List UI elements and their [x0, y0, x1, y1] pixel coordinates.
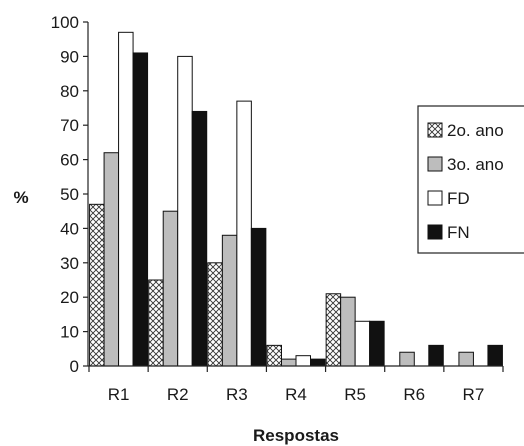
bar	[325, 293, 342, 367]
y-tick-label: 70	[60, 116, 79, 135]
legend-swatch	[427, 122, 443, 138]
y-tick-label: 60	[60, 151, 79, 170]
plot-area: 0 10 20 30 40 50 60 70 80 90 100 R1 R2 R3 R4 R5 R6 R7	[51, 13, 504, 404]
bar	[250, 227, 267, 367]
bar	[266, 344, 282, 367]
legend-swatch	[427, 156, 443, 172]
x-tick-label: R4	[285, 385, 307, 404]
x-tick-label: R1	[108, 385, 130, 404]
x-tick-label: R2	[167, 385, 189, 404]
legend-swatch	[427, 190, 443, 206]
bar	[399, 351, 415, 367]
y-tick-label: 30	[60, 254, 79, 273]
legend-label: FN	[447, 223, 470, 242]
x-tick-label: R5	[344, 385, 366, 404]
bar	[132, 52, 149, 367]
bar	[295, 355, 311, 367]
legend-label: 2o. ano	[447, 121, 504, 140]
bar	[310, 358, 326, 367]
x-tick-label: R6	[403, 385, 425, 404]
x-tick-label: R7	[463, 385, 485, 404]
bar	[428, 344, 444, 367]
bar	[487, 344, 503, 367]
y-tick-label: 90	[60, 47, 79, 66]
y-tick-label: 10	[60, 323, 79, 342]
bar	[458, 351, 474, 367]
legend-label: 3o. ano	[447, 155, 504, 174]
bar	[207, 262, 223, 367]
bar	[89, 203, 105, 367]
y-tick-label: 0	[70, 357, 79, 376]
legend-swatch	[427, 224, 443, 240]
bar	[118, 31, 134, 367]
bar	[340, 296, 356, 367]
legend: 2o. ano 3o. ano FD FN	[417, 105, 524, 254]
bar	[369, 320, 385, 367]
x-axis-title: Respostas	[253, 426, 339, 445]
bar	[191, 110, 208, 367]
y-tick-label: 100	[51, 13, 79, 32]
bar	[148, 279, 164, 367]
y-tick-label: 80	[60, 82, 79, 101]
bar	[236, 100, 252, 367]
bar	[354, 320, 371, 367]
bar	[221, 234, 238, 367]
bar	[103, 152, 120, 367]
bar	[281, 358, 297, 367]
y-axis-title: %	[13, 188, 28, 207]
legend-label: FD	[447, 189, 470, 208]
bar	[162, 210, 179, 367]
y-tick-label: 40	[60, 219, 79, 238]
y-tick-label: 50	[60, 185, 79, 204]
y-tick-label: 20	[60, 288, 79, 307]
bar	[177, 55, 193, 367]
x-tick-label: R3	[226, 385, 248, 404]
